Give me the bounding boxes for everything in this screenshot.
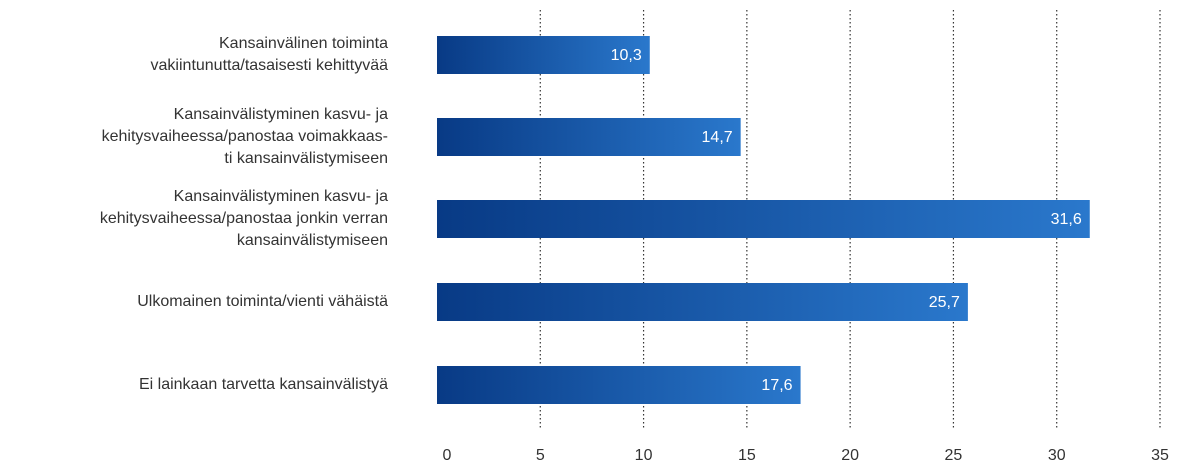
x-tick-label: 15 xyxy=(738,447,756,464)
bar xyxy=(437,118,741,156)
x-tick-label: 5 xyxy=(536,447,545,464)
category-label: Kansainvälistyminen kasvu- ja xyxy=(174,188,388,205)
x-tick-label: 10 xyxy=(635,447,653,464)
value-label: 10,3 xyxy=(611,47,642,64)
bar xyxy=(437,366,801,404)
category-label: vakiintunutta/tasaisesti kehittyvää xyxy=(151,57,389,74)
category-label: Kansainvälistyminen kasvu- ja xyxy=(174,106,388,123)
bar xyxy=(437,36,650,74)
value-label: 31,6 xyxy=(1051,211,1082,228)
category-label: kehitysvaiheessa/panostaa voimakkaas- xyxy=(102,128,388,145)
bar xyxy=(437,200,1090,238)
category-label: kansainvälistymiseen xyxy=(237,232,388,249)
category-label: ti kansainvälistymiseen xyxy=(224,150,388,167)
x-tick-label: 25 xyxy=(945,447,963,464)
value-label: 14,7 xyxy=(702,129,733,146)
x-tick-label: 30 xyxy=(1048,447,1066,464)
x-tick-label: 0 xyxy=(443,447,452,464)
bar xyxy=(437,283,968,321)
category-label: kehitysvaiheessa/panostaa jonkin verran xyxy=(100,210,388,227)
x-tick-label: 35 xyxy=(1151,447,1169,464)
category-label: Ei lainkaan tarvetta kansainvälistyä xyxy=(139,376,388,393)
category-label: Ulkomainen toiminta/vienti vähäistä xyxy=(137,293,388,310)
value-label: 17,6 xyxy=(761,377,792,394)
category-label: Kansainvälinen toiminta xyxy=(219,35,388,52)
x-tick-label: 20 xyxy=(841,447,859,464)
value-label: 25,7 xyxy=(929,294,960,311)
